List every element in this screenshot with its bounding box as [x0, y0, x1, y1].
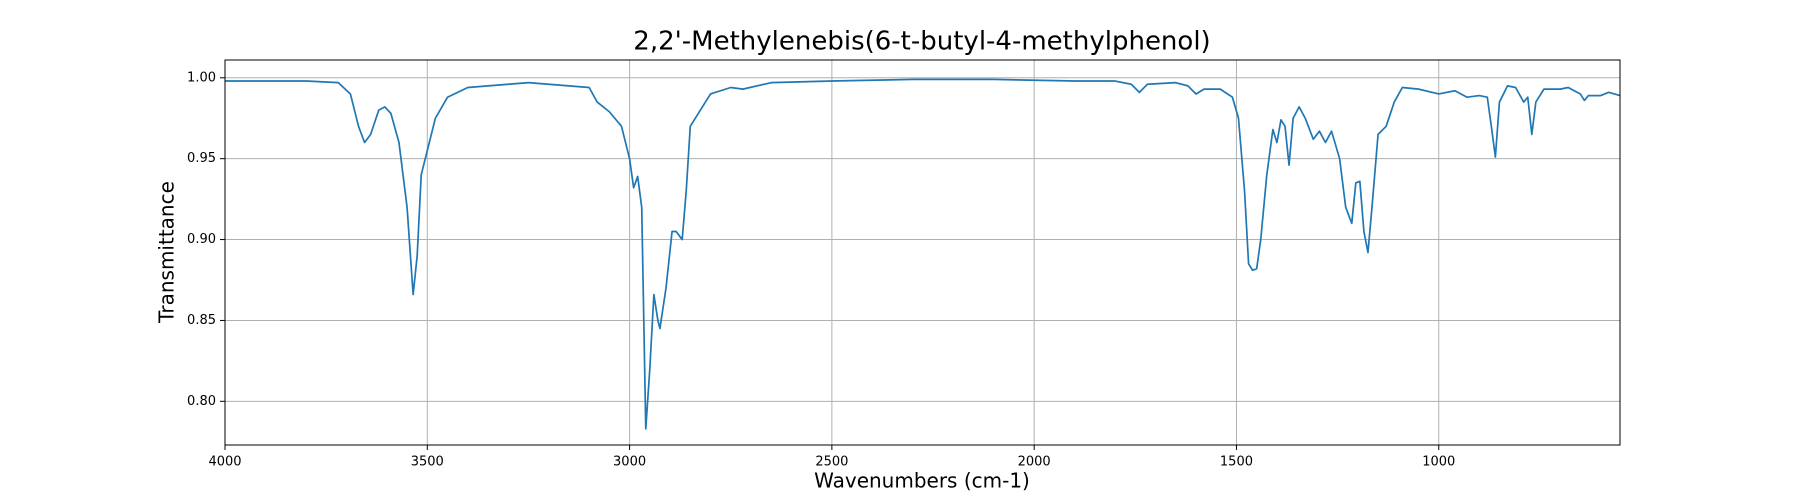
y-axis-label: Transmittance — [155, 181, 179, 324]
spectrum-line — [225, 78, 1621, 430]
x-tick-label: 3500 — [411, 455, 444, 470]
x-tick-label: 2500 — [815, 455, 848, 470]
x-tick-label: 3000 — [613, 455, 646, 470]
x-tick-label: 1000 — [1422, 455, 1455, 470]
chart-title: 2,2'-Methylenebis(6-t-butyl-4-methylphen… — [633, 27, 1210, 57]
x-tick-label: 4000 — [208, 455, 241, 470]
y-tick-label: 1.00 — [187, 70, 216, 85]
y-tick-label: 0.80 — [187, 394, 216, 409]
x-tick-label: 1500 — [1220, 455, 1253, 470]
y-tick-label: 0.95 — [187, 151, 216, 166]
x-tick-label: 2000 — [1018, 455, 1051, 470]
plot-frame — [224, 59, 1621, 446]
y-tick-label: 0.85 — [187, 313, 216, 328]
x-axis-label: Wavenumbers (cm-1) — [814, 469, 1030, 493]
y-tick-label: 0.90 — [187, 232, 216, 247]
